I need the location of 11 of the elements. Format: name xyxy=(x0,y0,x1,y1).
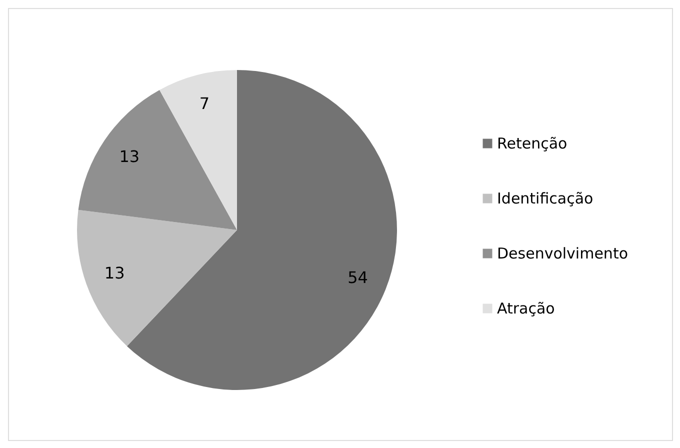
data-label: 13 xyxy=(119,147,140,166)
legend-label: Identificação xyxy=(497,190,594,208)
legend-label: Atração xyxy=(497,300,555,318)
data-label: 13 xyxy=(104,264,125,283)
data-label: 7 xyxy=(199,94,210,114)
pie-slice xyxy=(77,210,237,346)
data-label: 54 xyxy=(348,268,368,288)
legend-label: Retenção xyxy=(497,134,568,152)
legend-label: Desenvolvimento xyxy=(497,244,628,262)
pie-slice xyxy=(160,70,237,230)
pie-slice xyxy=(78,90,237,230)
